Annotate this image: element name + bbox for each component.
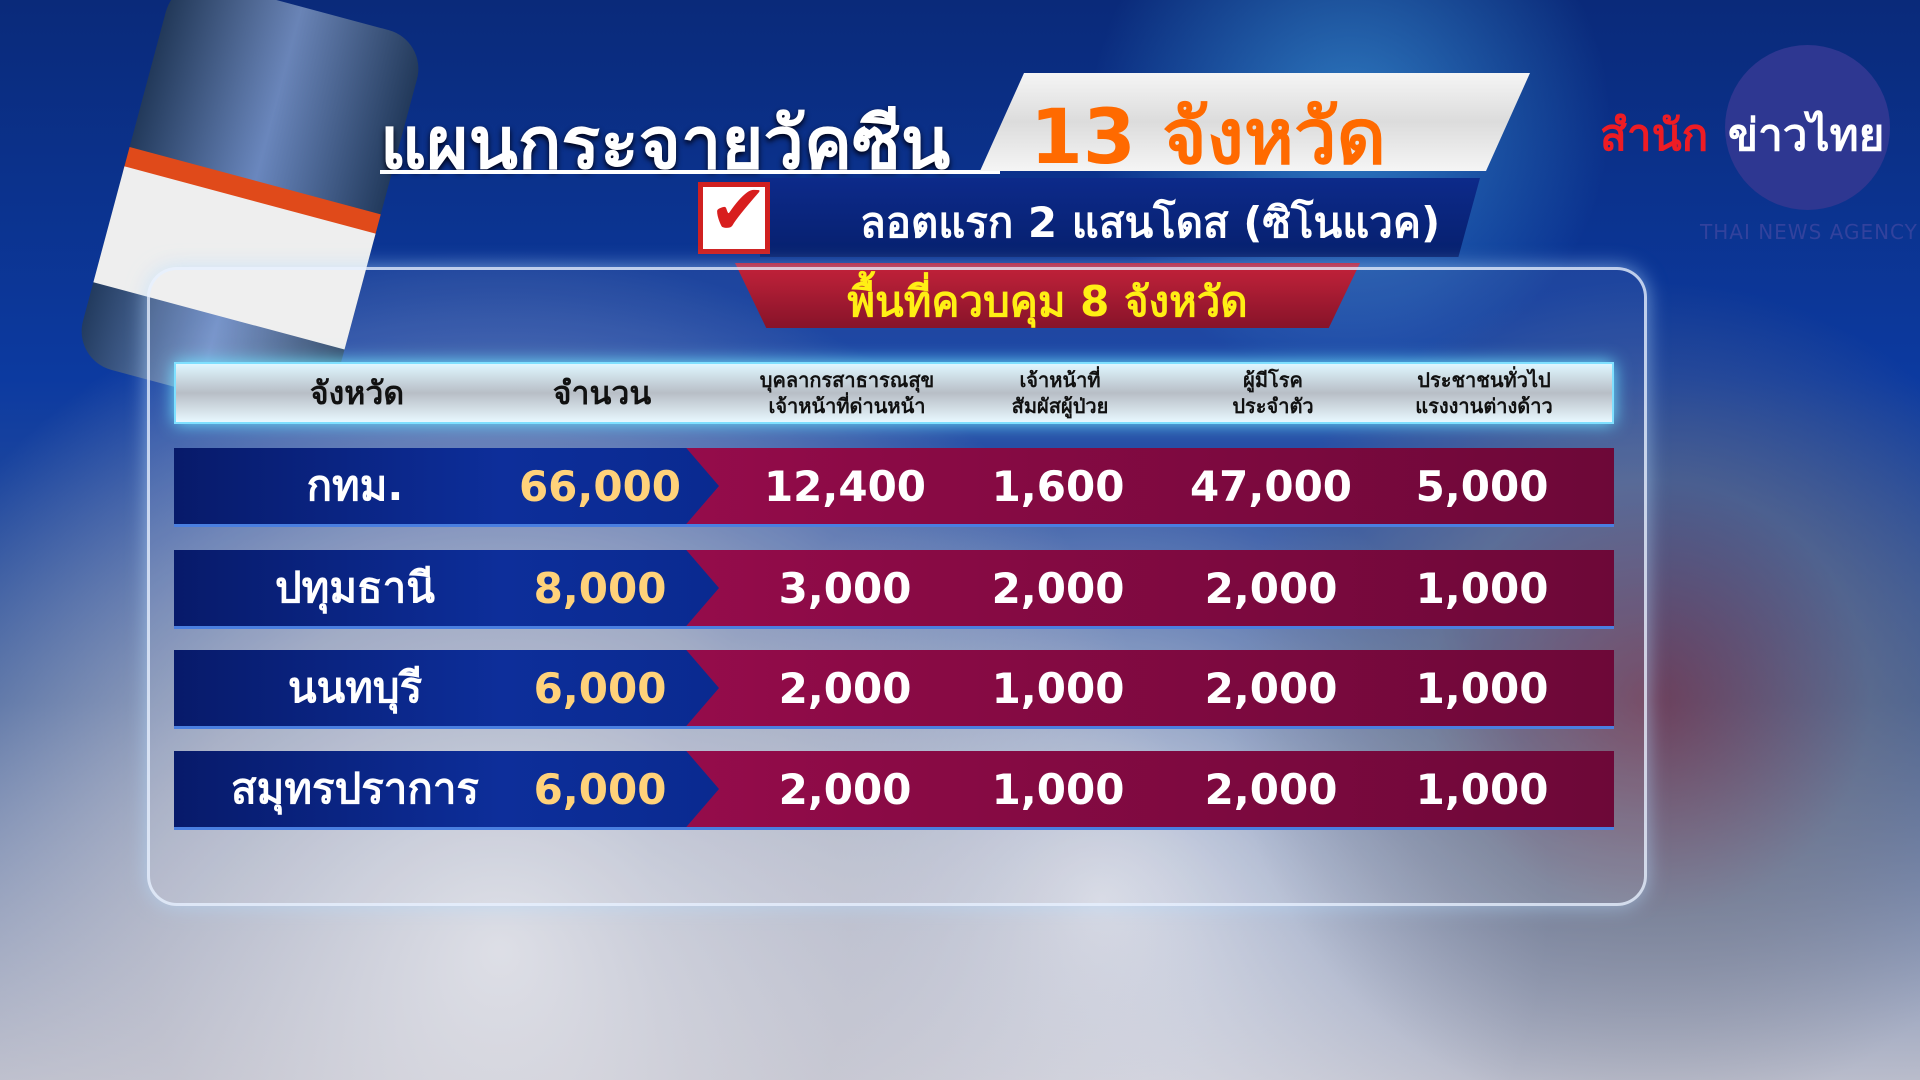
column-header-line2: แรงงานต่างด้าว (1415, 394, 1553, 418)
group-doses: 47,000 (1189, 461, 1353, 511)
table-header: จังหวัด จำนวน บุคลากรสาธารณสุข เจ้าหน้าที่ด… (174, 362, 1614, 424)
table-row: นนทบุรี 6,000 2,000 1,000 2,000 1,000 (174, 650, 1614, 729)
checkmark-icon: ✔ (698, 169, 770, 254)
row-province-band (174, 448, 719, 524)
area-text: พื้นที่ควบคุม 8 จังหวัด (847, 277, 1248, 326)
group-doses: 2,000 (778, 764, 912, 814)
row-province-band (174, 650, 719, 726)
logo-text-en: THAI NEWS AGENCY (1700, 220, 1918, 244)
column-header-line1: ประชาชนทั่วไป (1417, 368, 1551, 392)
group-doses: 1,000 (991, 663, 1125, 713)
group-doses: 2,000 (778, 663, 912, 713)
group-doses: 2,000 (1204, 563, 1338, 613)
column-header-line1: บุคลากรสาธารณสุข (759, 368, 935, 392)
table-row: ปทุมธานี 8,000 3,000 2,000 2,000 1,000 (174, 550, 1614, 629)
group-doses: 1,000 (1415, 764, 1549, 814)
table-row: กทม. 66,000 12,400 1,600 47,000 5,000 (174, 448, 1614, 527)
column-header: ประชาชนทั่วไป แรงงานต่างด้าว (1364, 364, 1604, 422)
group-doses: 5,000 (1415, 461, 1549, 511)
column-header-line2: สัมผัสผู้ป่วย (1011, 394, 1109, 418)
column-header: จำนวน (492, 364, 712, 422)
area-banner: พื้นที่ควบคุม 8 จังหวัด (735, 263, 1360, 328)
column-header-line1: เจ้าหน้าที่ (1019, 368, 1101, 392)
group-doses: 3,000 (778, 563, 912, 613)
total-doses: 6,000 (533, 663, 667, 713)
group-doses: 1,000 (991, 764, 1125, 814)
row-province-band (174, 751, 719, 827)
subtitle-banner: ลอตแรก 2 แสนโดส (ซิโนแวค) (760, 178, 1480, 257)
group-doses: 2,000 (1204, 764, 1338, 814)
province-name: นนทบุรี (287, 663, 423, 712)
column-header: บุคลากรสาธารณสุข เจ้าหน้าที่ด่านหน้า (717, 364, 977, 422)
province-name: ปทุมธานี (275, 563, 435, 612)
group-doses: 2,000 (991, 563, 1125, 613)
column-header: เจ้าหน้าที่ สัมผัสผู้ป่วย (960, 364, 1160, 422)
column-header-line1: จังหวัด (309, 373, 405, 412)
province-count: 13 จังหวัด (1030, 92, 1386, 181)
province-name: สมุทรปราการ (231, 764, 479, 813)
column-header-line1: ผู้มีโรค (1243, 368, 1303, 392)
total-doses: 8,000 (533, 563, 667, 613)
column-header: ผู้มีโรค ประจำตัว (1173, 364, 1373, 422)
column-header-line2: ประจำตัว (1232, 394, 1314, 418)
group-doses: 12,400 (763, 461, 927, 511)
row-province-band (174, 550, 719, 626)
total-doses: 6,000 (533, 764, 667, 814)
total-doses: 66,000 (518, 461, 682, 511)
province-count-banner: 13 จังหวัด (980, 73, 1530, 171)
group-doses: 1,000 (1415, 563, 1549, 613)
title-underline (380, 170, 1000, 174)
province-name: กทม. (306, 461, 404, 510)
subtitle: ลอตแรก 2 แสนโดส (ซิโนแวค) (860, 198, 1441, 247)
logo-text-white: ข่าวไทย (1728, 110, 1885, 161)
column-header-line2: เจ้าหน้าที่ด่านหน้า (768, 394, 926, 418)
logo-circle (1725, 45, 1890, 210)
group-doses: 1,600 (991, 461, 1125, 511)
group-doses: 1,000 (1415, 663, 1549, 713)
column-header: จังหวัด (207, 364, 507, 422)
table-row: สมุทรปราการ 6,000 2,000 1,000 2,000 1,000 (174, 751, 1614, 830)
logo-text-red: สำนัก (1600, 110, 1709, 161)
group-doses: 2,000 (1204, 663, 1338, 713)
column-header-line1: จำนวน (552, 373, 652, 412)
